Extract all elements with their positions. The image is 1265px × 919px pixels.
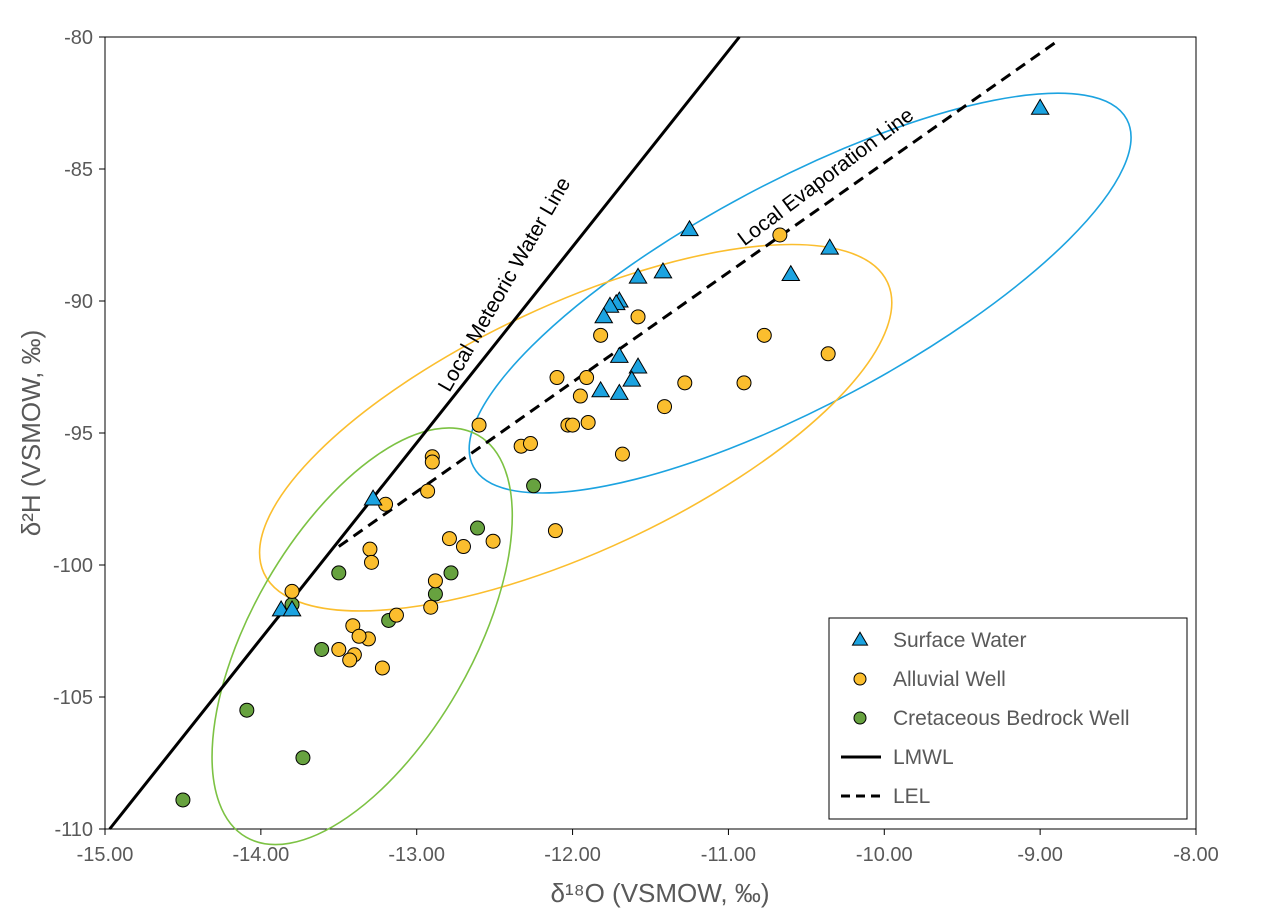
point-surface-water xyxy=(600,296,620,313)
point-alluvial-well xyxy=(630,309,646,325)
point-alluvial-well xyxy=(772,227,788,243)
x-tick-label: -15.00 xyxy=(77,844,134,866)
point-cretaceous-bedrock-well xyxy=(331,565,347,581)
reference-lines xyxy=(108,36,1057,830)
y-tick-label: -85 xyxy=(64,159,93,181)
point-alluvial-well xyxy=(420,483,436,499)
line-lmwl xyxy=(108,36,741,830)
point-alluvial-well xyxy=(342,652,358,668)
point-cretaceous-bedrock-well xyxy=(443,565,459,581)
legend-label-lmwl: LMWL xyxy=(893,746,954,769)
point-cretaceous-bedrock-well xyxy=(239,702,255,718)
legend-swatch-surface-water xyxy=(851,631,869,646)
point-surface-water xyxy=(781,264,801,282)
ellipse-alluvial-well xyxy=(258,243,893,612)
legend-label-cretaceous-bedrock-well: Cretaceous Bedrock Well xyxy=(893,707,1130,730)
point-alluvial-well xyxy=(565,417,581,433)
point-alluvial-well xyxy=(736,375,752,391)
point-alluvial-well xyxy=(441,531,457,547)
y-tick-label: -90 xyxy=(64,291,93,313)
y-tick-label: -80 xyxy=(64,27,93,49)
y-tick-label: -110 xyxy=(54,819,93,841)
point-alluvial-well xyxy=(579,370,595,386)
point-cretaceous-bedrock-well xyxy=(469,520,485,536)
ellipse-cretaceous-bedrock-well xyxy=(211,427,514,846)
point-alluvial-well xyxy=(455,539,471,555)
y-axis-title: δ²H (VSMOW, ‰) xyxy=(16,330,46,537)
x-axis-title: δ¹⁸O (VSMOW, ‰) xyxy=(551,878,770,908)
point-surface-water xyxy=(820,238,840,255)
x-tick-label: -10.00 xyxy=(856,844,913,866)
point-surface-water xyxy=(594,306,614,324)
point-cretaceous-bedrock-well xyxy=(175,792,191,808)
legend-swatch-cretaceous-bedrock-well xyxy=(853,711,867,725)
point-alluvial-well xyxy=(351,628,367,644)
legend: Surface Water Alluvial Well Cretaceous Bed… xyxy=(828,617,1188,820)
legend-box xyxy=(828,617,1188,820)
group-ellipses xyxy=(211,92,1132,846)
legend-label-lel: LEL xyxy=(893,785,930,808)
point-alluvial-well xyxy=(331,641,347,657)
point-alluvial-well xyxy=(580,414,596,430)
x-tick-label: -11.00 xyxy=(701,844,756,866)
point-alluvial-well xyxy=(423,599,439,615)
point-alluvial-well xyxy=(388,607,404,623)
point-surface-water xyxy=(628,267,648,284)
point-alluvial-well xyxy=(614,446,630,462)
point-surface-water xyxy=(679,219,700,237)
point-alluvial-well xyxy=(549,370,565,386)
line-lel xyxy=(337,41,1057,548)
y-axis-ticks: -110 -105 -100 -95 -90 -85 -80 xyxy=(53,27,105,841)
point-surface-water xyxy=(363,489,383,506)
point-alluvial-well xyxy=(677,375,693,391)
point-surface-water xyxy=(1030,98,1050,115)
point-surface-water xyxy=(609,346,629,363)
point-alluvial-well xyxy=(364,554,380,570)
point-surface-water xyxy=(653,262,673,279)
x-tick-label: -9.00 xyxy=(1017,844,1063,866)
legend-swatch-alluvial-well xyxy=(853,672,867,686)
x-tick-label: -13.00 xyxy=(388,844,445,866)
x-tick-label: -12.00 xyxy=(544,844,601,866)
legend-label-surface-water: Surface Water xyxy=(893,629,1026,652)
y-tick-label: -95 xyxy=(64,423,93,445)
x-axis-ticks: -15.00 -14.00 -13.00 -12.00 -11.00 -10.00 -9.0… xyxy=(77,829,1219,866)
point-cretaceous-bedrock-well xyxy=(526,478,542,494)
y-tick-label: -105 xyxy=(53,687,93,709)
point-alluvial-well xyxy=(427,573,443,589)
x-tick-label: -8.00 xyxy=(1173,844,1219,866)
y-tick-label: -100 xyxy=(53,555,93,577)
legend-label-alluvial-well: Alluvial Well xyxy=(893,668,1006,691)
point-cretaceous-bedrock-well xyxy=(295,750,311,766)
point-surface-water xyxy=(609,383,629,400)
point-alluvial-well xyxy=(657,399,673,415)
data-points xyxy=(175,98,1050,808)
point-alluvial-well xyxy=(756,327,772,343)
point-alluvial-well xyxy=(362,541,378,557)
point-surface-water xyxy=(628,357,648,374)
point-alluvial-well xyxy=(820,346,836,362)
point-alluvial-well xyxy=(471,417,487,433)
point-surface-water xyxy=(591,380,611,398)
point-alluvial-well xyxy=(547,523,563,539)
point-alluvial-well xyxy=(485,533,501,549)
point-alluvial-well xyxy=(522,436,538,452)
point-alluvial-well xyxy=(593,327,609,343)
point-cretaceous-bedrock-well xyxy=(427,586,443,602)
point-alluvial-well xyxy=(572,388,588,404)
ellipse-surface-water xyxy=(468,92,1132,494)
point-alluvial-well xyxy=(374,660,390,676)
point-cretaceous-bedrock-well xyxy=(314,641,330,657)
point-surface-water xyxy=(282,599,302,617)
point-alluvial-well xyxy=(284,583,300,599)
point-surface-water xyxy=(622,370,642,387)
x-tick-label: -14.00 xyxy=(232,844,289,866)
point-alluvial-well xyxy=(424,454,440,470)
